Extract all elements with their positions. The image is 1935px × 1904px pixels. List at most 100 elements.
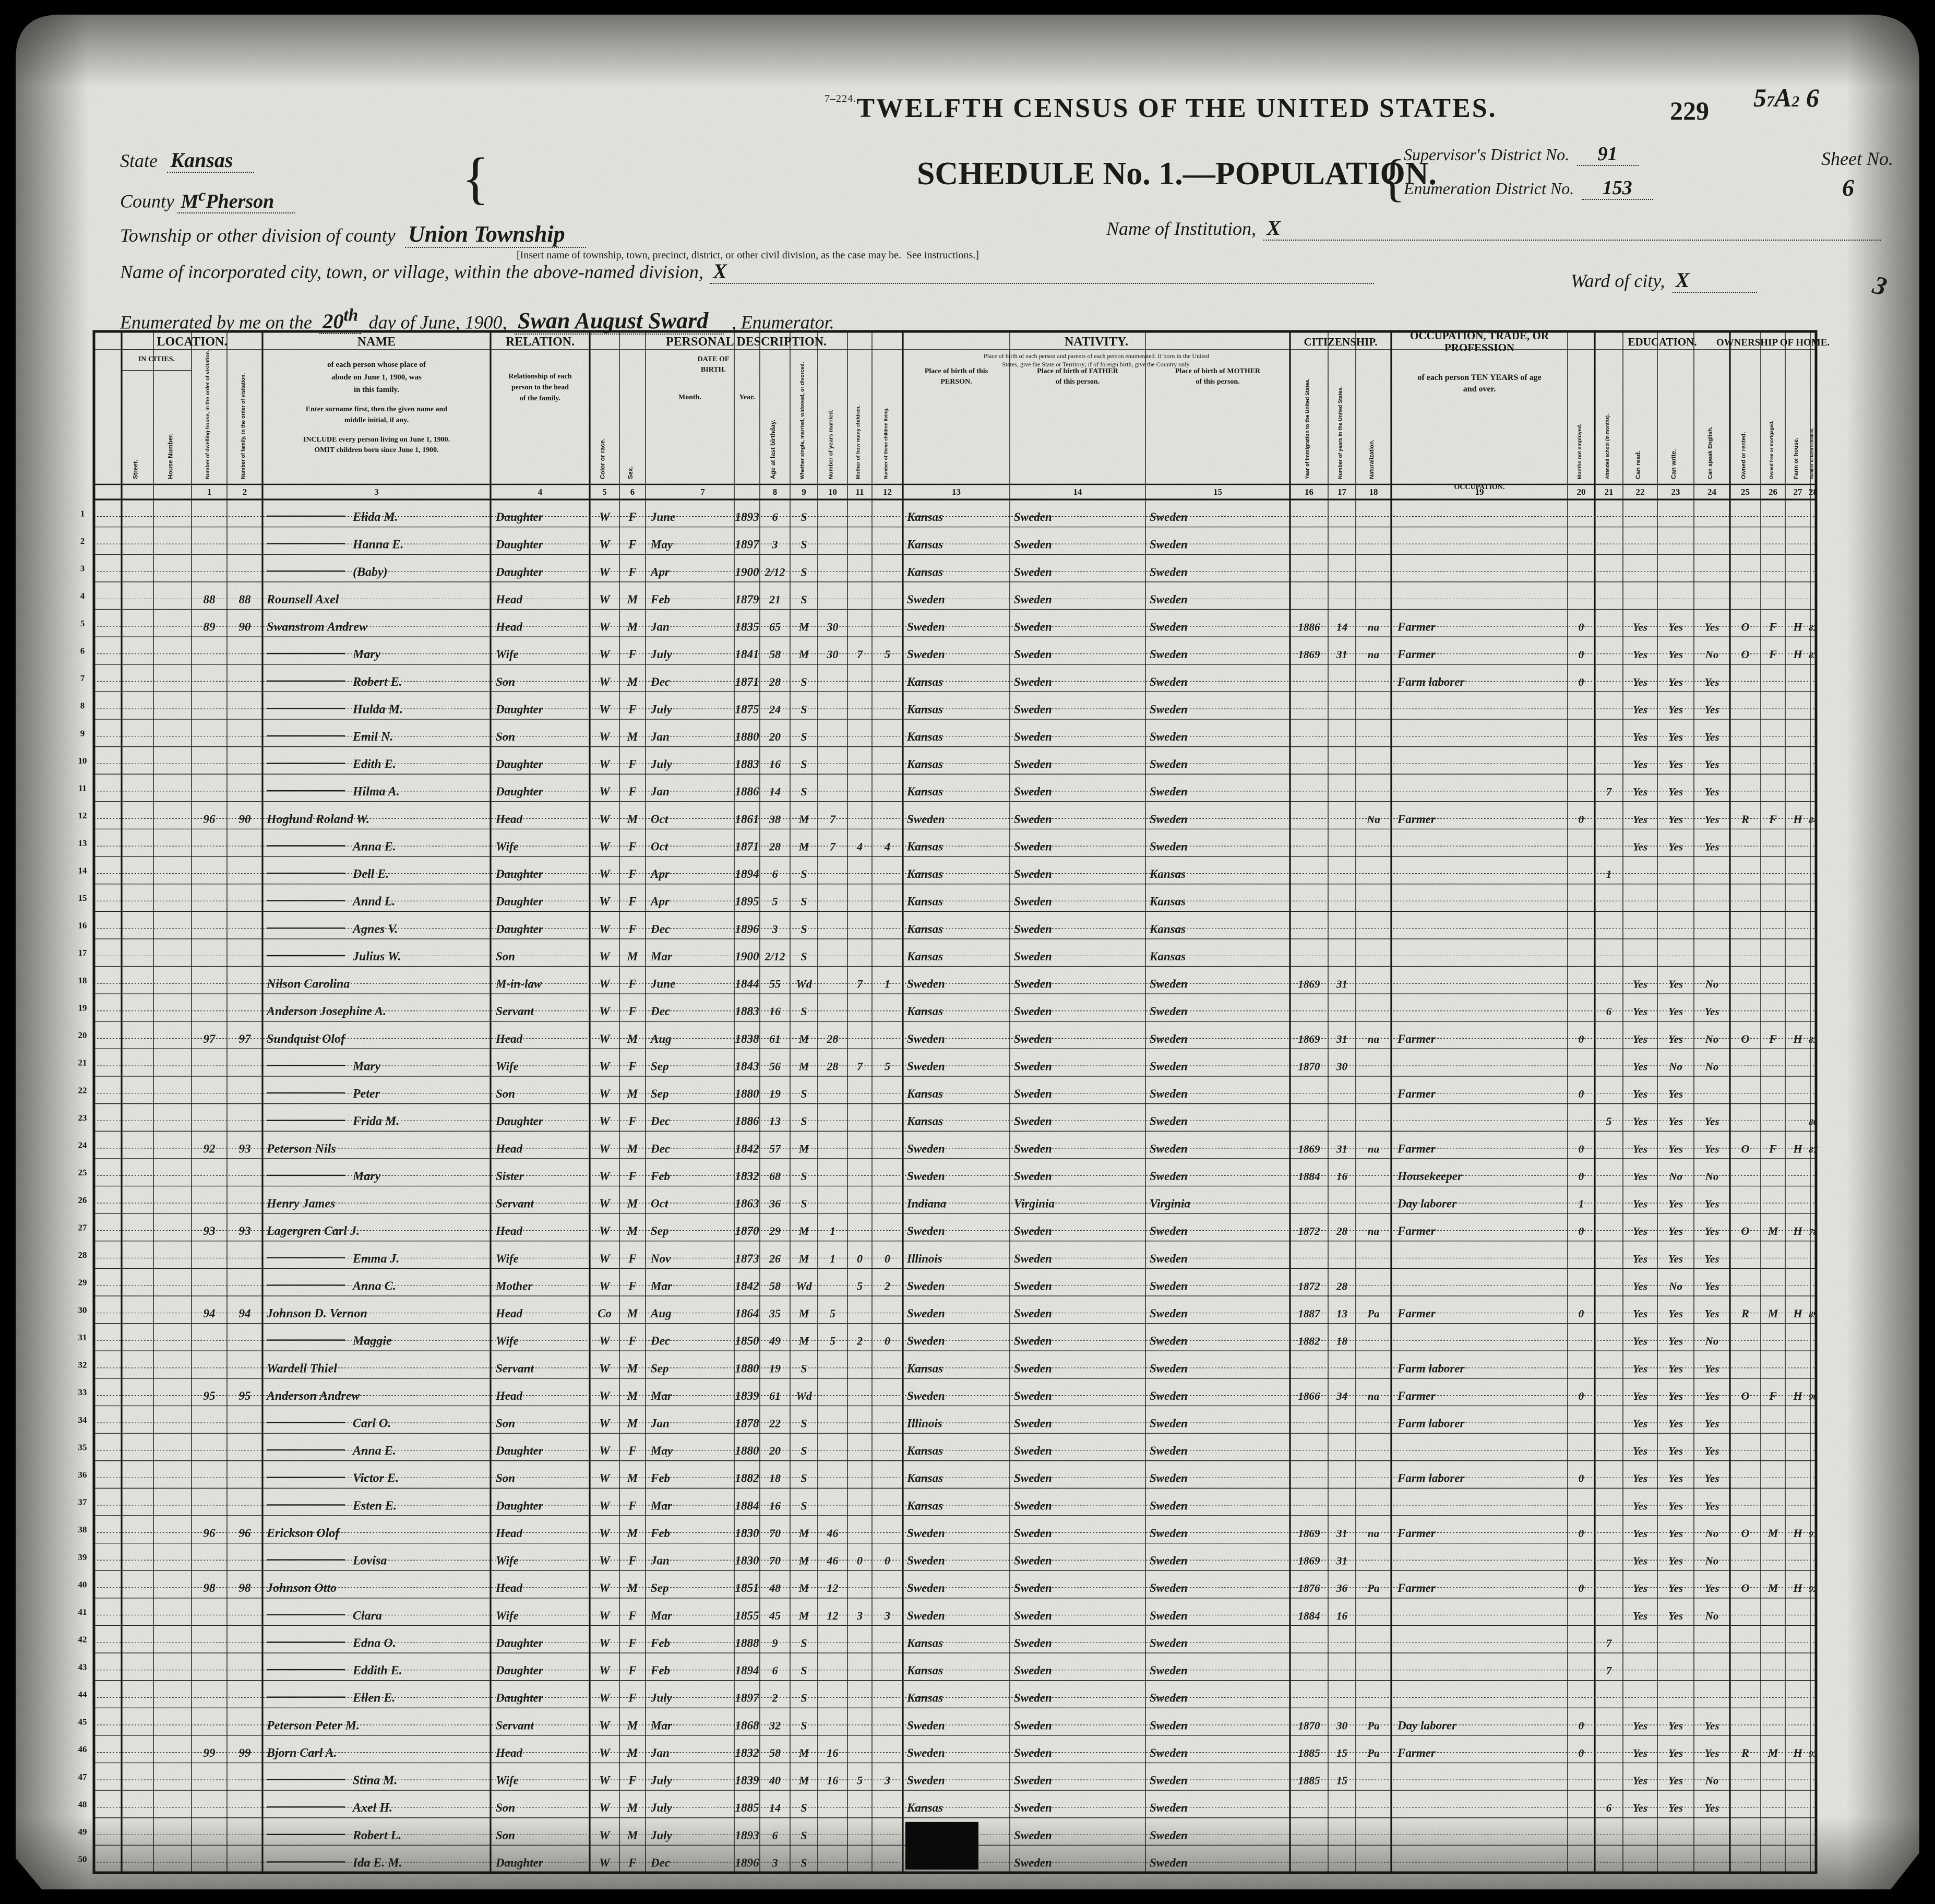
svg-text:Farm laborer: Farm laborer <box>1397 675 1465 688</box>
svg-text:6: 6 <box>772 867 778 880</box>
svg-text:M: M <box>627 1307 639 1320</box>
svg-text:Farmer: Farmer <box>1397 1087 1436 1100</box>
svg-text:Henry James: Henry James <box>266 1197 335 1211</box>
svg-text:Wife: Wife <box>496 1554 519 1567</box>
svg-text:28: 28 <box>1336 1225 1348 1237</box>
svg-text:NAME: NAME <box>357 335 396 349</box>
svg-text:1879: 1879 <box>735 593 760 606</box>
svg-text:middle initial, if any.: middle initial, if any. <box>344 416 409 424</box>
svg-text:Sep: Sep <box>651 1224 669 1237</box>
svg-text:No: No <box>1705 648 1719 661</box>
svg-text:1869: 1869 <box>1298 1555 1321 1567</box>
svg-text:Yes: Yes <box>1668 1500 1683 1512</box>
svg-text:Month.: Month. <box>678 394 701 401</box>
svg-text:46: 46 <box>827 1527 839 1540</box>
svg-text:24: 24 <box>78 1140 88 1150</box>
svg-text:M: M <box>627 1417 639 1430</box>
svg-text:F: F <box>628 1554 636 1567</box>
svg-text:1887: 1887 <box>1298 1307 1321 1320</box>
svg-text:Head: Head <box>495 1032 523 1045</box>
svg-text:Sweden: Sweden <box>907 1746 945 1759</box>
svg-text:W: W <box>599 648 611 661</box>
svg-text:R: R <box>1741 813 1749 826</box>
svg-text:Farmer: Farmer <box>1397 1224 1436 1237</box>
svg-text:Emma J.: Emma J. <box>352 1252 399 1266</box>
svg-text:Son: Son <box>496 1417 515 1430</box>
svg-text:Sundquist Olof: Sundquist Olof <box>267 1032 346 1046</box>
svg-text:H: H <box>1793 1307 1802 1320</box>
svg-text:R: R <box>1741 1746 1749 1759</box>
svg-text:Anderson Andrew: Anderson Andrew <box>266 1389 360 1403</box>
svg-text:Hilma A.: Hilma A. <box>352 785 400 799</box>
svg-text:Year of immigration to the Uni: Year of immigration to the United States… <box>1305 378 1311 479</box>
svg-text:of each person whose place of: of each person whose place of <box>327 361 426 369</box>
svg-text:7: 7 <box>830 840 836 853</box>
svg-text:M: M <box>627 1746 639 1759</box>
svg-text:1869: 1869 <box>1298 978 1321 991</box>
svg-text:Bjorn Carl A.: Bjorn Carl A. <box>266 1746 337 1760</box>
svg-text:13: 13 <box>78 838 87 848</box>
svg-text:M: M <box>627 1362 639 1375</box>
svg-text:M: M <box>798 1335 810 1348</box>
svg-text:Kansas: Kansas <box>906 1801 943 1814</box>
svg-text:7: 7 <box>80 673 85 683</box>
svg-text:Head: Head <box>495 1581 523 1594</box>
svg-text:44: 44 <box>78 1689 88 1699</box>
svg-text:35: 35 <box>78 1442 87 1452</box>
svg-text:Yes: Yes <box>1705 621 1719 634</box>
svg-text:Apr: Apr <box>650 867 670 880</box>
svg-text:Sweden: Sweden <box>1014 1335 1052 1348</box>
svg-text:Farmer: Farmer <box>1397 1581 1436 1594</box>
svg-text:Sweden: Sweden <box>1014 1692 1052 1705</box>
svg-text:W: W <box>599 703 611 716</box>
svg-text:87: 87 <box>1809 1145 1819 1155</box>
svg-text:Yes: Yes <box>1668 731 1683 743</box>
svg-text:1885: 1885 <box>735 1801 759 1814</box>
svg-text:Sweden: Sweden <box>1014 730 1052 743</box>
svg-text:Yes: Yes <box>1633 1472 1647 1485</box>
svg-text:Lagergren Carl J.: Lagergren Carl J. <box>266 1224 360 1238</box>
svg-text:20: 20 <box>78 1030 87 1040</box>
svg-text:6: 6 <box>1606 1802 1612 1814</box>
svg-text:32: 32 <box>78 1360 87 1370</box>
svg-text:Kansas: Kansas <box>906 730 943 743</box>
svg-text:na: na <box>1368 648 1379 661</box>
svg-text:Sweden: Sweden <box>1150 510 1188 523</box>
svg-text:Pa: Pa <box>1367 1747 1379 1759</box>
svg-text:M: M <box>627 1472 639 1485</box>
svg-text:Place of birth of MOTHER: Place of birth of MOTHER <box>1175 367 1261 375</box>
svg-text:O: O <box>1741 1032 1750 1045</box>
svg-text:Sweden: Sweden <box>1150 840 1188 853</box>
svg-text:Kansas: Kansas <box>906 1637 943 1650</box>
svg-text:Number of these children livin: Number of these children living. <box>883 408 889 479</box>
svg-text:0: 0 <box>1579 1390 1584 1402</box>
svg-text:Yes: Yes <box>1705 1280 1719 1292</box>
svg-text:No: No <box>1668 1280 1682 1292</box>
svg-text:15: 15 <box>78 893 87 903</box>
svg-text:Son: Son <box>496 730 515 743</box>
svg-text:Robert L.: Robert L. <box>352 1829 401 1842</box>
svg-text:Sweden: Sweden <box>1150 1142 1188 1155</box>
svg-text:Johnson D. Vernon: Johnson D. Vernon <box>266 1307 367 1320</box>
svg-text:(Baby): (Baby) <box>353 565 388 579</box>
svg-text:1: 1 <box>1606 868 1612 880</box>
svg-text:13: 13 <box>1336 1307 1347 1320</box>
svg-text:93: 93 <box>1809 1749 1818 1759</box>
svg-text:Sweden: Sweden <box>1014 840 1052 853</box>
svg-text:1830: 1830 <box>735 1554 760 1567</box>
svg-text:16: 16 <box>78 921 87 931</box>
svg-text:M: M <box>798 1746 810 1759</box>
svg-text:W: W <box>599 950 611 963</box>
svg-text:Yes: Yes <box>1633 1445 1647 1457</box>
svg-text:93: 93 <box>239 1142 251 1155</box>
svg-text:S: S <box>801 1719 807 1732</box>
svg-text:Farmer: Farmer <box>1397 1032 1436 1045</box>
svg-text:M: M <box>1767 1307 1779 1320</box>
svg-text:Yes: Yes <box>1668 1775 1683 1787</box>
svg-text:56: 56 <box>769 1060 781 1073</box>
svg-text:F: F <box>628 758 636 771</box>
svg-text:Kansas: Kansas <box>906 785 943 798</box>
svg-text:Place of birth of FATHER: Place of birth of FATHER <box>1037 367 1119 375</box>
svg-text:Yes: Yes <box>1705 841 1719 853</box>
svg-text:S: S <box>801 1472 807 1485</box>
